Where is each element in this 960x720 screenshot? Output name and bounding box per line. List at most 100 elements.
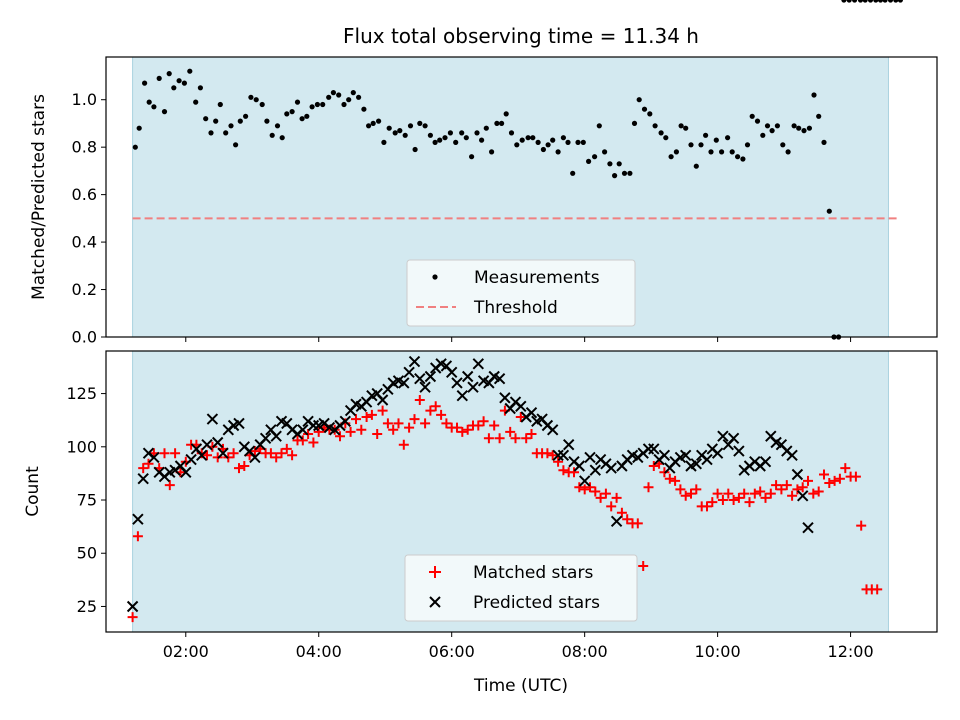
predicted-star-point — [467, 381, 479, 393]
predicted-star-point — [201, 438, 213, 451]
measurement-point — [223, 130, 229, 136]
matched-star-point — [808, 488, 819, 499]
measurement-point — [565, 139, 571, 145]
matched-star-point — [553, 456, 564, 467]
matched-star-point — [377, 405, 388, 416]
predicted-star-point — [195, 449, 208, 462]
bottom-y-tick-label: 25 — [77, 597, 97, 616]
predicted-star-point — [148, 451, 160, 464]
measurement-point — [729, 149, 735, 155]
matched-star-point — [733, 492, 744, 503]
matched-star-point — [143, 458, 154, 469]
measurement-point — [749, 113, 755, 119]
measurement-point — [479, 137, 485, 143]
measurement-point — [693, 163, 699, 169]
measurement-point — [791, 123, 797, 129]
measurement-point — [304, 113, 310, 119]
measurement-point — [503, 111, 509, 117]
predicted-star-point — [451, 377, 463, 389]
measurement-point — [350, 90, 356, 96]
measurement-point — [453, 139, 459, 145]
legend-predicted-marker — [429, 596, 441, 608]
matched-star-point — [462, 424, 473, 435]
measurement-point — [269, 132, 275, 138]
measurement-point — [217, 101, 223, 108]
top-y-ticks: 0.0 0.2 0.4 0.6 0.8 1.0 — [72, 90, 106, 347]
matched-star-point — [287, 450, 298, 461]
top-y-tick-label: 0.4 — [72, 233, 97, 252]
predicted-star-point — [759, 455, 772, 468]
matched-star-point — [622, 514, 633, 525]
predicted-star-point — [786, 449, 798, 462]
top-x-ticks — [185, 337, 852, 342]
matched-star-point — [404, 422, 415, 433]
matched-star-point — [739, 488, 750, 499]
matched-star-point — [872, 584, 883, 595]
measurement-point — [361, 106, 367, 112]
matched-star-point — [425, 405, 436, 416]
measurement-point — [151, 104, 157, 110]
measurement-point — [248, 94, 254, 100]
matched-star-point — [313, 426, 324, 437]
measurement-point — [636, 97, 642, 103]
predicted-star-point — [217, 447, 229, 459]
measurement-point — [213, 118, 219, 124]
predicted-star-point — [648, 443, 660, 455]
matched-star-point — [351, 414, 361, 425]
measurement-point — [893, 0, 899, 3]
measurement-point — [530, 135, 536, 141]
predicted-star-point — [424, 370, 437, 383]
measurement-point — [867, 0, 874, 3]
predicted-star-point — [562, 438, 575, 451]
predicted-star-point — [605, 462, 617, 474]
measurement-point — [612, 173, 618, 179]
measurement-point — [463, 135, 469, 141]
predicted-star-point — [499, 392, 511, 404]
predicted-star-point — [249, 451, 261, 464]
measurement-point — [370, 120, 376, 126]
measurement-point — [586, 158, 592, 164]
matched-star-point — [787, 490, 798, 501]
measurement-point — [489, 149, 495, 155]
measurement-point — [309, 104, 315, 110]
measurement-point — [176, 78, 182, 84]
matched-star-point — [723, 488, 734, 499]
matched-star-point — [388, 424, 399, 435]
measurement-point — [616, 161, 622, 167]
measurement-point — [744, 142, 751, 148]
measurement-point — [703, 132, 709, 138]
matched-star-point — [675, 484, 686, 495]
measurement-point — [774, 123, 781, 129]
predicted-star-point — [414, 372, 426, 385]
matched-star-point — [749, 488, 760, 499]
predicted-star-point — [727, 432, 740, 445]
bottom-y-tick-label: 75 — [77, 491, 97, 510]
measurement-point — [442, 135, 448, 141]
measurement-point — [483, 125, 489, 131]
predicted-star-point — [297, 424, 309, 436]
x-tick-label: 02:00 — [163, 642, 209, 661]
matched-star-point — [819, 469, 829, 480]
matched-star-point — [792, 484, 803, 495]
matched-star-point — [526, 429, 537, 439]
matched-star-point — [473, 420, 484, 431]
matched-star-point — [755, 486, 766, 497]
top-y-tick-label: 1.0 — [72, 90, 97, 109]
measurement-point — [376, 118, 382, 124]
measurement-point — [336, 92, 342, 98]
matched-star-point — [505, 426, 516, 437]
matched-star-point — [771, 480, 782, 491]
measurement-point — [570, 170, 576, 176]
matched-star-point — [632, 518, 643, 529]
matched-star-point — [643, 482, 654, 493]
measurement-point — [821, 139, 827, 145]
measurement-point — [284, 111, 290, 117]
measurement-point — [156, 75, 162, 81]
measurement-point — [432, 139, 438, 145]
measurement-point — [474, 130, 480, 136]
matched-star-point — [829, 475, 840, 486]
measurement-point — [769, 128, 775, 134]
predicted-star-point — [493, 372, 506, 385]
legend-measurement-marker — [432, 274, 438, 280]
measurement-point — [713, 137, 719, 143]
